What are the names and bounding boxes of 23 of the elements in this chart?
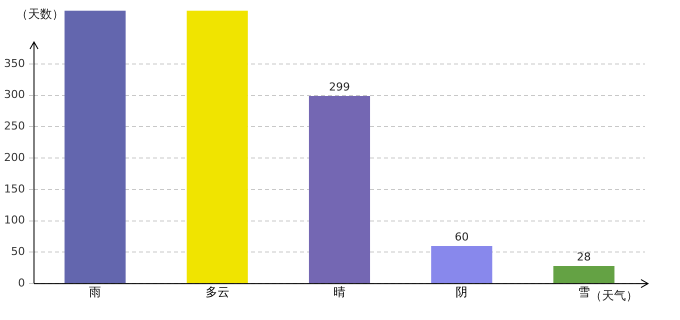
data-label: 28 bbox=[576, 250, 591, 264]
x-tick-label: 雪 bbox=[578, 284, 590, 299]
x-tick-label: 雨 bbox=[89, 284, 102, 299]
bar bbox=[308, 96, 370, 284]
bar bbox=[186, 10, 248, 284]
y-tick-label: 250 bbox=[4, 120, 25, 133]
x-tick-label: 晴 bbox=[334, 284, 346, 299]
y-tick-label: 50 bbox=[10, 245, 25, 258]
y-tick-label: 150 bbox=[4, 182, 25, 196]
y-axis-title: （天数） bbox=[16, 7, 64, 22]
bar bbox=[64, 10, 126, 284]
bar bbox=[431, 246, 492, 284]
y-tick-label: 350 bbox=[4, 56, 25, 70]
bar bbox=[553, 266, 614, 284]
y-tick-label: 0 bbox=[18, 276, 25, 290]
y-tick-label: 100 bbox=[4, 214, 25, 227]
x-tick-label: 多云 bbox=[205, 284, 230, 299]
data-label: 60 bbox=[454, 230, 469, 244]
y-tick-label: 300 bbox=[4, 88, 25, 102]
y-tick-label: 200 bbox=[4, 150, 25, 164]
x-tick-label: 阴 bbox=[456, 284, 468, 299]
x-axis-title: （天气） bbox=[590, 288, 638, 303]
data-label: 299 bbox=[329, 80, 350, 94]
